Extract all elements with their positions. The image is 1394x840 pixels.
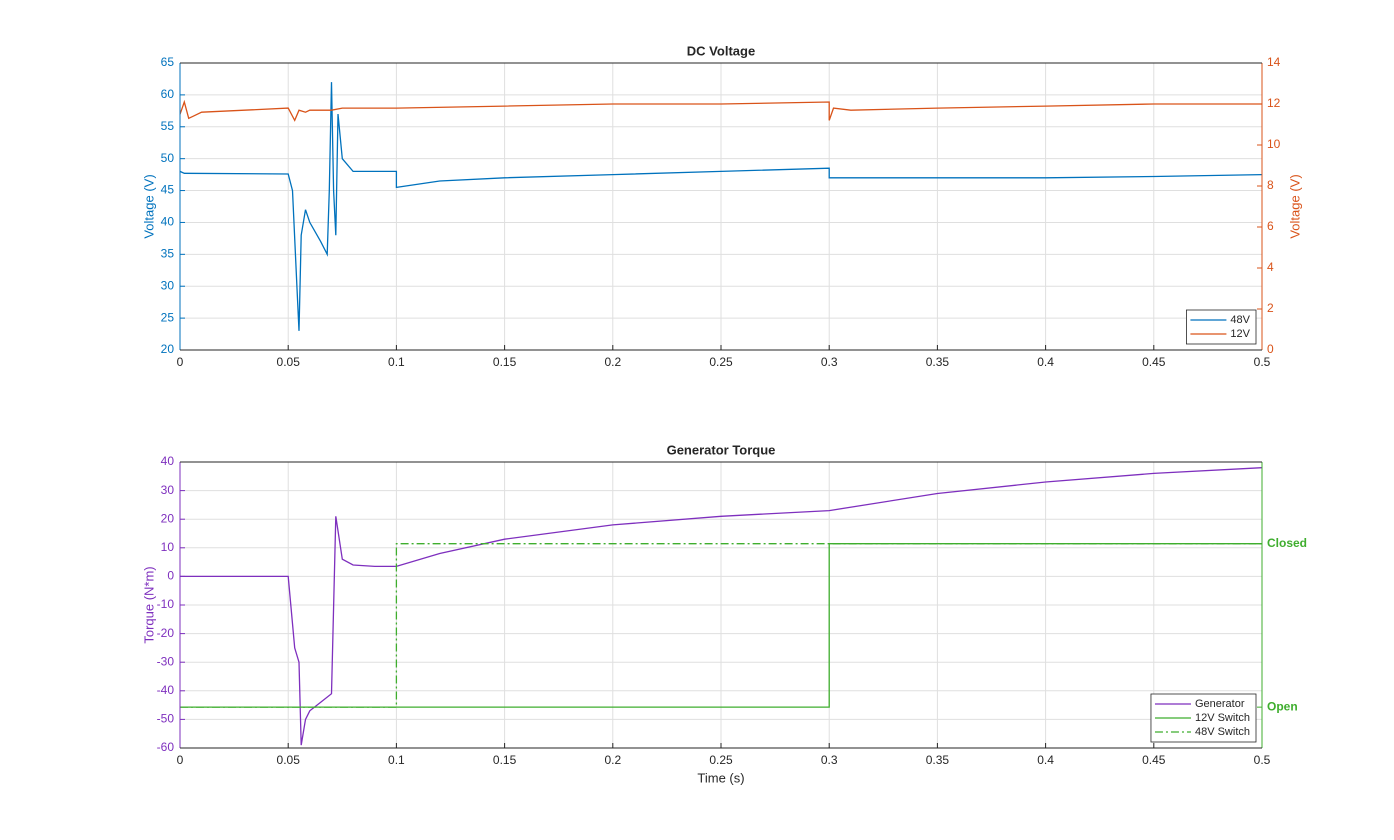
y2-tick-label: 12 <box>1267 96 1281 110</box>
y-axis-label: Voltage (V) <box>141 174 156 238</box>
x-tick-label: 0 <box>177 753 184 767</box>
x-tick-label: 0.45 <box>1142 355 1166 369</box>
series-line <box>180 467 1263 746</box>
x-tick-label: 0.5 <box>1254 355 1271 369</box>
x-tick-label: 0.35 <box>926 355 950 369</box>
y-tick-label: 10 <box>161 540 175 554</box>
x-tick-label: 0.2 <box>604 355 621 369</box>
x-tick-label: 0.1 <box>388 355 405 369</box>
y-tick-label: 60 <box>161 87 175 101</box>
y-tick-label: 65 <box>161 55 175 69</box>
x-tick-label: 0.4 <box>1037 355 1054 369</box>
series-line <box>180 543 1262 708</box>
y-tick-label: 40 <box>161 215 175 229</box>
x-tick-label: 0.15 <box>493 355 517 369</box>
y-tick-label: -60 <box>157 740 175 754</box>
chart-title: DC Voltage <box>687 43 755 58</box>
y2-tick-label: 14 <box>1267 55 1281 69</box>
y-tick-label: 55 <box>161 119 175 133</box>
y-tick-label: 25 <box>161 310 175 324</box>
y-tick-label: 0 <box>167 569 174 583</box>
legend-label: 12V <box>1230 328 1250 340</box>
legend-label: Generator <box>1195 698 1245 710</box>
y2-tick-label: 2 <box>1267 301 1274 315</box>
y2-tick-label: 8 <box>1267 178 1274 192</box>
x-tick-label: 0.5 <box>1254 753 1271 767</box>
x-tick-label: 0.15 <box>493 753 517 767</box>
x-tick-label: 0.2 <box>604 753 621 767</box>
y-tick-label: -50 <box>157 712 175 726</box>
x-tick-label: 0.45 <box>1142 753 1166 767</box>
y-tick-label: 50 <box>161 151 175 165</box>
x-tick-label: 0.1 <box>388 753 405 767</box>
x-tick-label: 0.35 <box>926 753 950 767</box>
y-tick-label: 40 <box>161 454 175 468</box>
x-tick-label: 0.05 <box>277 753 301 767</box>
chart-title: Generator Torque <box>667 442 776 457</box>
x-tick-label: 0.4 <box>1037 753 1054 767</box>
legend-label: 48V Switch <box>1195 726 1250 738</box>
legend-label: 48V <box>1230 314 1250 326</box>
y-tick-label: 20 <box>161 511 175 525</box>
y2-tick-label: 0 <box>1267 342 1274 356</box>
y2-tick-label: Open <box>1267 699 1298 713</box>
legend-label: 12V Switch <box>1195 712 1250 724</box>
y-axis-label: Torque (N*m) <box>141 566 156 643</box>
x-tick-label: 0.25 <box>709 753 733 767</box>
y-tick-label: -40 <box>157 683 175 697</box>
x-tick-label: 0.25 <box>709 355 733 369</box>
legend-box <box>1186 309 1257 345</box>
y2-tick-label: Closed <box>1267 536 1307 550</box>
y-tick-label: 30 <box>161 278 175 292</box>
y-tick-label: 45 <box>161 183 175 197</box>
y-tick-label: 20 <box>161 342 175 356</box>
series-line <box>179 82 1263 331</box>
y-tick-label: 35 <box>161 247 175 261</box>
x-tick-label: 0.3 <box>821 753 838 767</box>
legend: Generator 12V Switch 48V Switch <box>1150 693 1257 743</box>
y2-tick-label: 6 <box>1267 219 1274 233</box>
y-tick-label: 30 <box>161 483 175 497</box>
x-tick-label: 0 <box>177 355 184 369</box>
y2-axis-label: Voltage (V) <box>1287 174 1302 238</box>
y-tick-label: -20 <box>157 626 175 640</box>
y2-tick-label: 4 <box>1267 260 1274 274</box>
y-tick-label: -30 <box>157 654 175 668</box>
series-line <box>179 99 1262 122</box>
x-tick-label: 0.3 <box>821 355 838 369</box>
x-axis-label: Time (s) <box>697 770 744 785</box>
y-tick-label: -10 <box>157 597 175 611</box>
x-tick-label: 0.05 <box>277 355 301 369</box>
y2-tick-label: 10 <box>1267 137 1281 151</box>
